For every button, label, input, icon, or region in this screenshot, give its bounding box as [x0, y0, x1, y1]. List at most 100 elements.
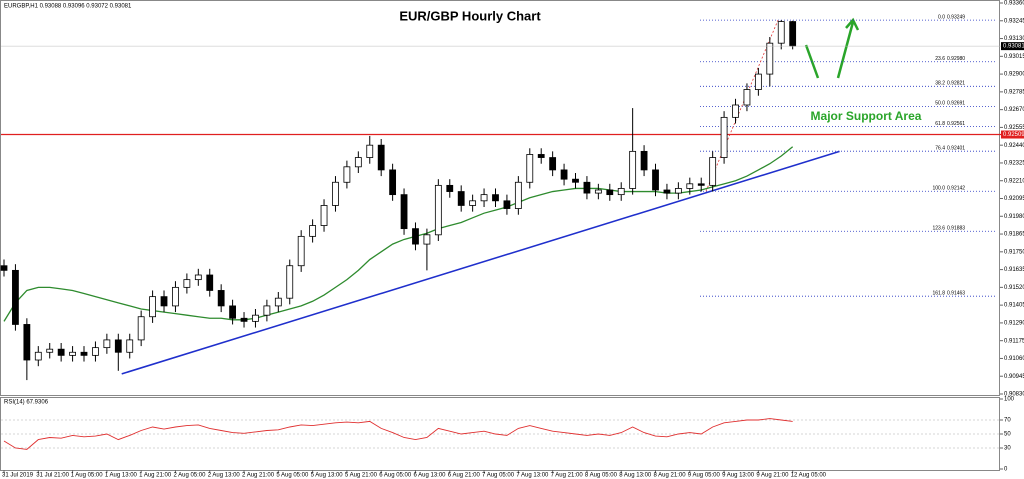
y-tick-label: 0.91290 — [1004, 320, 1024, 326]
candle-body — [400, 194, 408, 230]
candle-body — [480, 194, 488, 202]
fib-price: 0.91463 — [947, 291, 965, 297]
resistance-box — [1001, 130, 1024, 139]
arrow-up — [836, 17, 860, 79]
candle-body — [57, 348, 65, 356]
y-tick-label: 0.91865 — [1004, 232, 1024, 238]
x-tick-label: 8 Aug 21:00 — [654, 473, 687, 479]
y-tick-label: 0.92210 — [1004, 178, 1024, 184]
x-tick-label: 8 Aug 05:00 — [585, 473, 618, 479]
candle-body — [583, 181, 591, 194]
candle-body — [320, 205, 328, 226]
candle-body — [183, 279, 191, 288]
rsi-tick-label: 100 — [1004, 397, 1015, 403]
fib-price: 0.92401 — [947, 146, 965, 152]
candle-body — [377, 144, 385, 171]
y-tick-label: 0.92670 — [1004, 107, 1024, 113]
fib-price: 0.93249 — [947, 14, 965, 20]
y-tick-label: 0.92440 — [1004, 143, 1024, 149]
candle-body — [332, 181, 339, 206]
x-tick-label: 2 Aug 05:00 — [173, 473, 206, 479]
candle-body — [172, 286, 179, 307]
x-tick-label: 6 Aug 13:00 — [413, 473, 446, 479]
candle-body — [69, 351, 76, 356]
x-tick-label: 5 Aug 13:00 — [311, 473, 344, 479]
candle-body — [606, 189, 614, 196]
y-tick-label: 0.91635 — [1004, 267, 1024, 273]
fib-ratio: 0.0 — [938, 14, 945, 20]
last-price-box — [1001, 42, 1024, 51]
candle-body — [789, 21, 797, 47]
resistance-label: 0.92509 — [1003, 132, 1024, 138]
moving-average — [3, 146, 794, 322]
y-tick-label: 0.91750 — [1004, 249, 1024, 255]
x-tick-label: 9 Aug 13:00 — [722, 473, 755, 479]
fib-price: 0.92980 — [947, 56, 965, 62]
candle-body — [663, 189, 671, 194]
rsi-tick-label: 50 — [1004, 432, 1011, 438]
candle-body — [732, 104, 739, 118]
candle-body — [114, 339, 122, 353]
fib-price: 0.91883 — [947, 226, 965, 232]
fib-ratio: 38.2 — [935, 81, 945, 87]
x-tick-label: 7 Aug 05:00 — [482, 473, 515, 479]
fib-ratio: 50.0 — [935, 101, 945, 107]
fib-ratio: 100.0 — [932, 186, 945, 192]
fib-ratio: 61.8 — [935, 121, 945, 127]
x-tick-label: 7 Aug 13:00 — [516, 473, 549, 479]
candle-body — [766, 42, 774, 75]
candle-body — [537, 154, 545, 158]
y-tick-label: 0.92900 — [1004, 72, 1024, 78]
candle-body — [286, 265, 294, 299]
candle-body — [309, 225, 317, 237]
candle-body — [492, 194, 499, 202]
candle-body — [594, 189, 602, 194]
candle-body — [720, 116, 728, 158]
candle-body — [126, 339, 134, 353]
y-tick-label: 0.92785 — [1004, 89, 1024, 95]
candle-body — [263, 305, 271, 316]
candle-body — [697, 183, 705, 186]
y-tick-label: 0.92095 — [1004, 196, 1024, 202]
rsi-line — [3, 418, 793, 450]
fib-price: 0.92691 — [947, 101, 965, 107]
candle-body — [92, 347, 99, 356]
y-tick-label: 0.90945 — [1004, 374, 1024, 380]
candle-body — [0, 265, 8, 271]
candle-body — [103, 339, 111, 349]
x-tick-label: 9 Aug 21:00 — [756, 473, 789, 479]
candle-body — [80, 351, 88, 356]
x-tick-label: 7 Aug 21:00 — [551, 473, 584, 479]
rsi-frame — [0, 397, 1000, 471]
candle-body — [46, 348, 54, 353]
candle-body — [560, 169, 568, 180]
y-tick-label: 0.92325 — [1004, 161, 1024, 167]
candle-body — [617, 188, 625, 196]
candle-body — [137, 316, 145, 341]
price-frame — [0, 0, 1000, 396]
fib-ratio: 161.8 — [932, 291, 945, 297]
y-tick-label: 0.90830 — [1004, 392, 1024, 398]
candle-body — [572, 178, 579, 183]
candle-body — [629, 150, 637, 189]
candle-body — [389, 169, 397, 196]
chart-title: EUR/GBP Hourly Chart — [399, 8, 541, 23]
candle-body — [366, 144, 374, 158]
y-tick-label: 0.93015 — [1004, 54, 1024, 60]
candle-body — [297, 235, 305, 267]
x-tick-label: 8 Aug 13:00 — [619, 473, 652, 479]
candle-body — [274, 297, 282, 307]
y-tick-label: 0.93130 — [1004, 36, 1024, 42]
x-tick-label: 9 Aug 05:00 — [688, 473, 721, 479]
annotation: Major Support Area — [811, 109, 922, 123]
rsi-tick-label: 70 — [1004, 418, 1011, 424]
x-tick-label: 5 Aug 21:00 — [345, 473, 378, 479]
candle-body — [423, 234, 431, 245]
fib-diagonal — [705, 19, 779, 192]
header: EURGBP,H1 0.93088 0.93096 0.93072 0.9308… — [4, 4, 132, 10]
y-tick-label: 0.91520 — [1004, 285, 1024, 291]
candle-body — [354, 157, 362, 168]
x-tick-label: 2 Aug 21:00 — [242, 473, 275, 479]
y-tick-label: 0.92555 — [1004, 125, 1024, 131]
